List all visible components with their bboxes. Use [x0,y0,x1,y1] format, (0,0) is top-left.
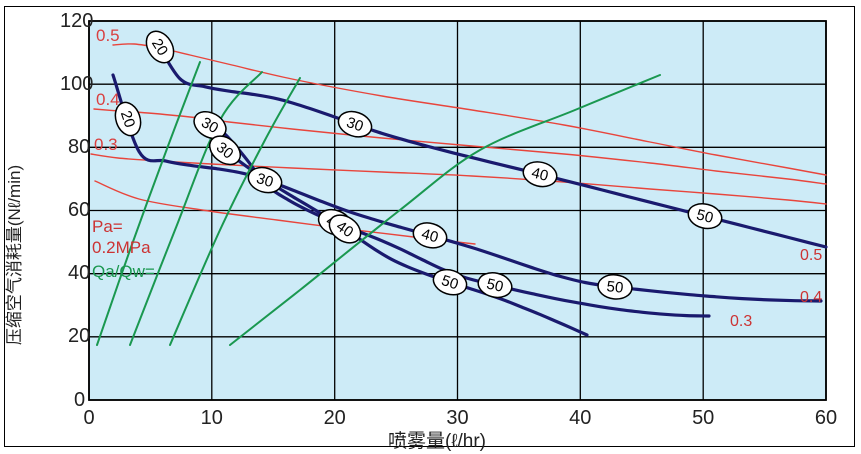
svg-text:压缩空气消耗量(Nℓ/min): 压缩空气消耗量(Nℓ/min) [5,165,24,345]
svg-text:0.3: 0.3 [730,313,752,330]
svg-text:60: 60 [68,199,90,221]
svg-text:喷雾量(ℓ/hr): 喷雾量(ℓ/hr) [388,430,486,452]
svg-text:50: 50 [606,278,624,297]
svg-text:Qa/Qw=: Qa/Qw= [92,262,155,281]
svg-text:60: 60 [815,407,837,429]
svg-text:30: 30 [446,407,468,429]
svg-text:20: 20 [324,407,346,429]
svg-text:120: 120 [60,10,93,32]
svg-text:0.4: 0.4 [800,289,822,306]
svg-text:0.2MPa: 0.2MPa [92,238,151,257]
svg-text:0.4: 0.4 [96,90,120,109]
svg-text:40: 40 [68,262,90,284]
svg-text:0.5: 0.5 [800,247,822,264]
svg-text:80: 80 [68,136,90,158]
svg-text:0.3: 0.3 [94,135,118,154]
svg-text:40: 40 [569,407,591,429]
svg-text:10: 10 [201,407,223,429]
svg-text:50: 50 [692,407,714,429]
svg-text:100: 100 [60,73,93,95]
svg-text:20: 20 [68,325,90,347]
svg-text:0: 0 [83,407,94,429]
svg-text:Pa=: Pa= [92,217,123,236]
svg-text:0.5: 0.5 [96,26,120,45]
